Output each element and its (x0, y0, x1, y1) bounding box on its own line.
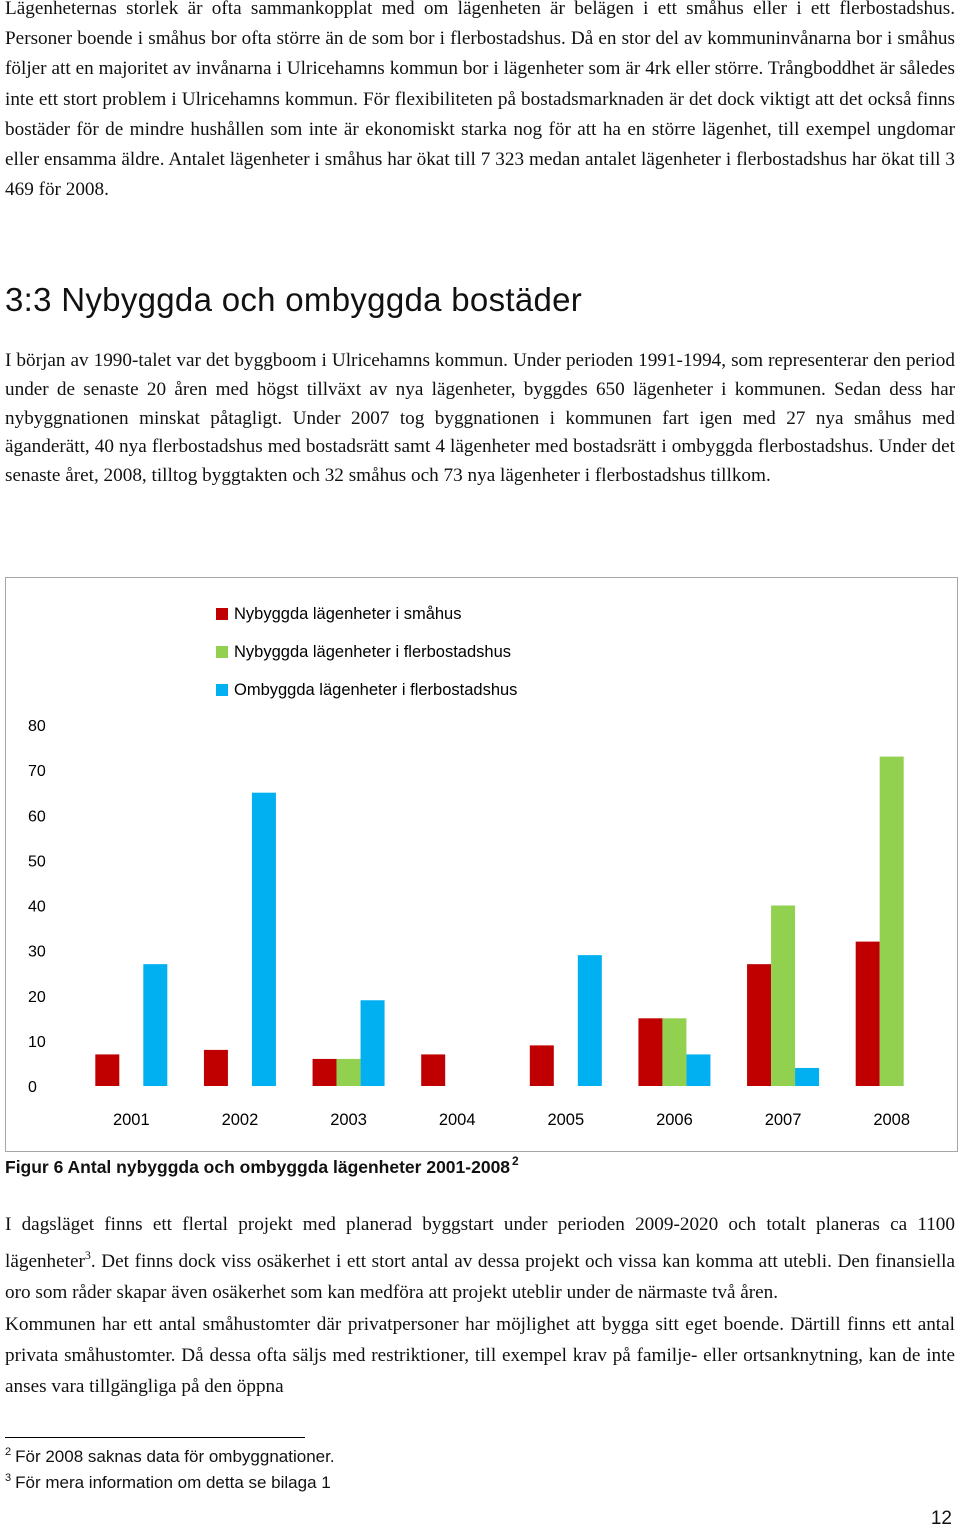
paragraph-plots-text: Kommunen har ett antal småhustomter där … (5, 1313, 955, 1398)
figure-caption-footnote-ref: 2 (512, 1154, 519, 1168)
x-tick-label: 2004 (439, 1111, 476, 1129)
footnote-divider (5, 1437, 305, 1438)
y-tick-label: 80 (28, 718, 46, 735)
bar-2007-series-1 (747, 964, 772, 1086)
footnote-3-number: 3 (5, 1472, 12, 1484)
bar-2003-series-1 (312, 1058, 337, 1086)
section-heading: 3:3 Nybyggda och ombyggda bostäder (5, 281, 583, 318)
footnote-2-number: 2 (5, 1446, 12, 1458)
x-tick-label: 2003 (330, 1111, 367, 1129)
bar-2001-series-3 (143, 964, 168, 1086)
bar-2007-series-2 (771, 905, 796, 1086)
footnote-2-text: För 2008 saknas data för ombyggnationer. (15, 1447, 335, 1466)
y-tick-label: 40 (28, 899, 46, 916)
figure-caption-text: Figur 6 Antal nybyggda och ombyggda läge… (5, 1157, 511, 1177)
legend-label-3: Ombyggda lägenheter i flerbostadshus (234, 681, 517, 699)
bar-2001-series-1 (95, 1054, 120, 1086)
bar-2007-series-3 (795, 1067, 820, 1086)
bar-2005-series-3 (577, 955, 602, 1086)
bar-2006-series-2 (662, 1018, 687, 1086)
chart-container: 0 10 20 30 40 50 60 70 80 Nybyggda lägenheter i s… (5, 577, 958, 1152)
paragraph-projects-text-2: . Det finns dock viss osäkerhet i ett st… (5, 1251, 955, 1304)
bar-chart: 0 10 20 30 40 50 60 70 80 Nybyggda lägenheter i s… (28, 605, 910, 1129)
footnote-2: 2 För 2008 saknas data för ombyggnationer… (5, 1446, 335, 1467)
x-tick-label: 2006 (656, 1111, 693, 1129)
y-tick-label: 0 (28, 1079, 37, 1096)
bar-2002-series-3 (251, 792, 276, 1086)
bar-2006-series-3 (686, 1054, 711, 1086)
legend-label-2: Nybyggda lägenheter i flerbostadshus (234, 643, 511, 661)
bar-2003-series-2 (336, 1058, 361, 1086)
paragraph-intro: Lägenheternas storlek är ofta sammankopp… (5, 0, 955, 201)
legend-swatch-3 (216, 684, 228, 696)
figure-caption: Figur 6 Antal nybyggda och ombyggda läge… (5, 1154, 519, 1178)
y-tick-label: 10 (28, 1034, 46, 1051)
footnote-3-text: För mera information om detta se bilaga … (15, 1473, 331, 1492)
paragraph-projects-text-1: I dagsläget finns ett flertal projekt me… (5, 1214, 955, 1273)
bar-2008-series-2 (879, 756, 904, 1086)
x-tick-label: 2001 (113, 1111, 150, 1129)
y-tick-label: 30 (28, 944, 46, 961)
y-tick-label: 60 (28, 808, 46, 825)
bar-2006-series-1 (638, 1018, 663, 1086)
legend-swatch-1 (216, 608, 228, 620)
bar-2005-series-1 (529, 1045, 554, 1086)
paragraph-construction: I början av 1990-talet var det byggboom … (5, 350, 955, 487)
page-number: 12 (930, 1508, 952, 1529)
footnote-ref-3: 3 (84, 1248, 91, 1263)
x-tick-label: 2007 (765, 1111, 802, 1129)
x-tick-label: 2008 (873, 1111, 910, 1129)
y-tick-label: 70 (28, 763, 46, 780)
bar-2004-series-1 (421, 1054, 446, 1086)
legend-label-1: Nybyggda lägenheter i småhus (234, 605, 461, 623)
bar-2003-series-3 (360, 1000, 385, 1086)
footnote-3: 3 För mera information om detta se bilaga… (5, 1472, 331, 1493)
paragraph-projects: I dagsläget finns ett flertal projekt me… (5, 1209, 955, 1402)
y-tick-label: 50 (28, 853, 46, 870)
legend-swatch-2 (216, 646, 228, 658)
y-tick-label: 20 (28, 989, 46, 1006)
bar-2002-series-1 (203, 1049, 228, 1086)
bar-2008-series-1 (855, 941, 880, 1086)
x-tick-label: 2005 (547, 1111, 584, 1129)
x-tick-label: 2002 (222, 1111, 259, 1129)
